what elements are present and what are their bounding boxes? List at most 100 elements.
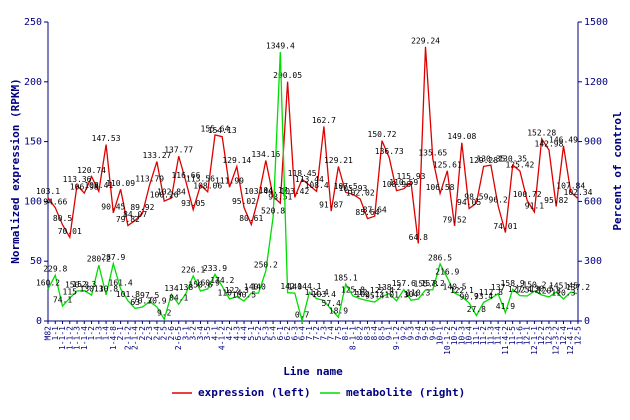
data-label: 122.1 (450, 286, 474, 295)
x-tick-label: 7-5 (334, 326, 343, 341)
data-label: 107.5 (334, 182, 358, 191)
data-label: 134 (164, 284, 179, 293)
x-tick-label: 12-4-1 (566, 326, 575, 355)
data-label: 137 (491, 283, 506, 292)
data-label: 84.07 (123, 210, 147, 219)
data-label: 97.5 (140, 291, 159, 300)
data-label: 520.8 (261, 207, 285, 216)
data-label: 116.66 (171, 171, 200, 180)
data-label: 102.1 (355, 290, 379, 299)
x-tick-label: 11-1 (472, 326, 481, 345)
data-label: 98.59 (464, 193, 488, 202)
series-line (47, 46, 579, 244)
data-label: 94.05 (457, 198, 481, 207)
x-tick-label: 1-3 (94, 326, 103, 341)
data-label: 84.1 (169, 294, 188, 303)
x-tick-label: 9-2 (399, 326, 408, 341)
x-tick-label: 5-2 (254, 326, 263, 341)
data-label: 108.4 (305, 181, 329, 190)
y-tick-label: 200 (24, 77, 42, 88)
data-label: 102.02 (346, 188, 375, 197)
x-tick-label: 12-2 (537, 326, 546, 345)
x-tick-label: 7-4 (327, 326, 336, 341)
x-tick-label: 6-1 (276, 326, 285, 341)
x-tick-label: 2-2 (138, 326, 147, 341)
x-tick-label: 10-4 (465, 326, 474, 345)
data-label: 130.35 (476, 155, 505, 164)
data-label: 0.7 (295, 310, 310, 319)
x-tick-label: 12-4 (559, 326, 568, 345)
data-label: 100.5 (232, 290, 256, 299)
x-tick-label: 5-3 (261, 326, 270, 341)
data-label: 287.9 (101, 253, 125, 262)
x-tick-label: 11-3 (486, 326, 495, 345)
data-label: 85.64 (355, 208, 379, 217)
x-tick-label: 5-1 (247, 326, 256, 341)
data-label: 101.8 (116, 290, 140, 299)
data-label: 90.45 (101, 202, 125, 211)
data-label: 152.3 (72, 280, 96, 289)
x-tick-label: 9-4 (414, 326, 423, 341)
data-label: 140 (244, 283, 259, 292)
data-label: 103.42 (280, 187, 309, 196)
data-label: 129.14 (222, 156, 251, 165)
data-label: 140 (251, 283, 266, 292)
data-label: 144.1 (297, 282, 321, 291)
x-tick-label: 2-3 (145, 326, 154, 341)
x-tick-label: 12-3-2 (552, 326, 561, 355)
x-tick-label: 1-1-4 (80, 326, 89, 350)
x-tick-label: 8-2 (356, 326, 365, 341)
data-label: 101.3 (384, 290, 408, 299)
x-tick-label: 7-1 (305, 326, 314, 341)
data-label: 125.61 (433, 160, 462, 169)
data-label: 161.4 (109, 278, 133, 287)
x-tick-label: 4-4 (240, 326, 249, 341)
data-label: 79.82 (116, 215, 140, 224)
data-label: 63 (130, 298, 140, 307)
data-label: 103.1 (36, 187, 60, 196)
y2-tick-label: 1200 (584, 77, 608, 88)
data-label: 140.5 (443, 282, 467, 291)
data-label: 134.16 (251, 150, 280, 159)
data-label: 70.9 (147, 296, 166, 305)
data-label: 100.26 (150, 191, 179, 200)
data-label: 137.2 (566, 283, 590, 292)
data-label: 111.99 (215, 177, 244, 186)
data-label: 106.58 (426, 183, 455, 192)
data-label: 150.72 (368, 130, 397, 139)
data-label: 136.73 (375, 147, 404, 156)
data-label: 18.9 (329, 307, 348, 316)
data-label: 125.8 (341, 285, 365, 294)
data-label: 142.98 (535, 139, 564, 148)
data-label: 94.66 (43, 197, 67, 206)
x-tick-label: 1-1-3 (73, 326, 82, 350)
data-label: 122.3 (225, 286, 249, 295)
x-tick-label: 11-4 (494, 326, 503, 345)
data-label: 125.42 (505, 160, 534, 169)
data-label: 80.5 (53, 214, 72, 223)
data-label: 108.41 (84, 181, 113, 190)
data-label: 162.7 (312, 116, 336, 125)
y-tick-label: 100 (24, 196, 42, 207)
x-tick-label: 1-1 (51, 326, 60, 341)
data-label: 174.2 (210, 276, 234, 285)
data-label: 95.02 (232, 197, 256, 206)
x-tick-label: 8-3 (363, 326, 372, 341)
x-tick-label: 4-1 (210, 326, 219, 341)
data-label: 154.13 (208, 126, 237, 135)
x-tick-label: 10-2 (450, 326, 459, 345)
x-tick-label: 11-4-2 (501, 326, 510, 355)
data-label: 110.59 (389, 178, 418, 187)
x-tick-label: 5-4 (269, 326, 278, 341)
data-label: 137.77 (164, 146, 193, 155)
x-tick-label: 2-1 (116, 326, 125, 341)
data-label: 160.2 (36, 279, 60, 288)
data-label: 142 (280, 282, 295, 291)
data-label: 102.84 (157, 188, 186, 197)
data-label: 1349.4 (266, 42, 295, 51)
x-tick-label: 3-2 (189, 326, 198, 341)
x-tick-label: 6-4 (298, 326, 307, 341)
data-label: 200.05 (273, 71, 302, 80)
data-label: 9.2 (157, 309, 172, 318)
